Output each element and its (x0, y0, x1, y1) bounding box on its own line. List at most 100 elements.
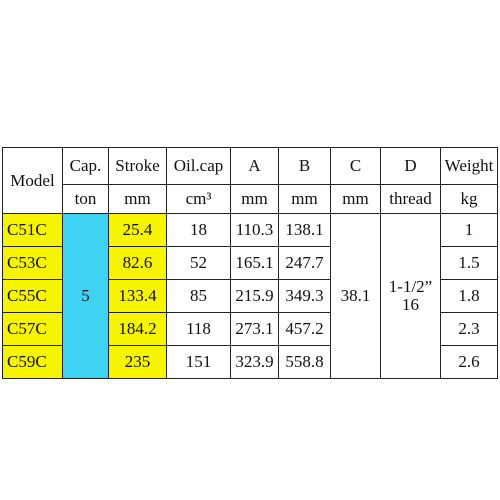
cell-text: ton (74, 189, 97, 208)
cell-text: Oil.cap (173, 156, 224, 175)
b-cell: 349.3 (278, 279, 331, 313)
cell-text: 25.4 (122, 220, 153, 239)
cell-text: 184.2 (118, 319, 157, 338)
cell-text: 165.1 (235, 253, 274, 272)
oil-cell: 118 (166, 312, 231, 346)
cell-text: 247.7 (285, 253, 324, 272)
cell-text: 1.5 (458, 253, 480, 272)
header-cell: D (380, 147, 441, 185)
cell-text: 457.2 (285, 319, 324, 338)
table-row: C53C 82.6 52 165.1 247.7 1.5 (2, 246, 498, 280)
table-row: C59C 235 151 323.9 558.8 2.6 (2, 345, 498, 379)
stroke-cell: 133.4 (108, 279, 167, 313)
cell-text: thread (389, 189, 432, 208)
oil-cell: 18 (166, 213, 231, 247)
cell-text: 558.8 (285, 352, 324, 371)
table-row: C55C 133.4 85 215.9 349.3 1.8 (2, 279, 498, 313)
cell-text: 323.9 (235, 352, 274, 371)
header-cell: Weight (440, 147, 498, 185)
table-row: C51C 5 25.4 18 110.3 138.1 38.1 1-1/2” 16 1 (2, 213, 498, 379)
stroke-cell: 184.2 (108, 312, 167, 346)
cell-text: mm (291, 189, 318, 208)
weight-cell: 2.3 (440, 312, 498, 346)
a-cell: 323.9 (230, 345, 279, 379)
table-row: C57C 184.2 118 273.1 457.2 2.3 (2, 312, 498, 346)
capacity-cell: 5 (62, 213, 109, 379)
stroke-cell: 82.6 (108, 246, 167, 280)
unit-cell: mm (330, 184, 381, 214)
cell-text: C51C (7, 220, 47, 239)
stroke-cell: 25.4 (108, 213, 167, 247)
cell-text: mm (342, 189, 369, 208)
cell-text: 273.1 (235, 319, 274, 338)
model-cell: C55C (2, 279, 63, 313)
cell-text: Weight (444, 156, 494, 175)
header-cell: A (230, 147, 279, 185)
cell-text: 151 (185, 352, 212, 371)
cell-text: 2.6 (458, 352, 480, 371)
cell-text: mm (241, 189, 268, 208)
oil-cell: 85 (166, 279, 231, 313)
model-cell: C51C (2, 213, 63, 247)
unit-cell: thread (380, 184, 441, 214)
unit-cell: cm³ (166, 184, 231, 214)
cell-text: C (349, 156, 362, 175)
stroke-cell: 235 (108, 345, 167, 379)
table-row: ton mm cm³ mm mm mm thread kg (3, 184, 498, 214)
unit-cell: mm (108, 184, 167, 214)
cell-text: Cap. (69, 156, 102, 175)
a-cell: 110.3 (230, 213, 279, 247)
cell-text: 18 (190, 220, 207, 239)
cell-text: 1.8 (458, 286, 480, 305)
weight-cell: 2.6 (440, 345, 498, 379)
b-cell: 138.1 (278, 213, 331, 247)
header-cell: B (278, 147, 331, 185)
cell-text: 133.4 (118, 286, 157, 305)
cell-text: B (298, 156, 311, 175)
header-cell: Cap. (62, 147, 109, 185)
header-cell: Oil.cap (166, 147, 231, 185)
header-cell: Stroke (108, 147, 167, 185)
header-cell: C (330, 147, 381, 185)
cell-text: kg (460, 189, 478, 208)
cell-text: 85 (190, 286, 207, 305)
cell-text: cm³ (185, 189, 212, 208)
cell-text: 215.9 (235, 286, 274, 305)
b-cell: 558.8 (278, 345, 331, 379)
cell-text: C59C (7, 352, 47, 371)
weight-cell: 1.5 (440, 246, 498, 280)
unit-cell: mm (278, 184, 331, 214)
b-cell: 247.7 (278, 246, 331, 280)
model-cell: C57C (2, 312, 63, 346)
cell-text: 118 (186, 319, 211, 338)
a-cell: 215.9 (230, 279, 279, 313)
cell-text: 1 (464, 220, 474, 239)
cell-text: 16 (402, 295, 419, 314)
oil-cell: 52 (166, 246, 231, 280)
cell-text: Stroke (115, 156, 160, 175)
model-cell: C53C (2, 246, 63, 280)
c-cell: 38.1 (330, 213, 381, 379)
a-cell: 165.1 (230, 246, 279, 280)
cell-text: 349.3 (285, 286, 324, 305)
cell-text: 138.1 (285, 220, 324, 239)
a-cell: 273.1 (230, 312, 279, 346)
cell-text: C57C (7, 319, 47, 338)
thread-cell: 1-1/2” 16 (380, 213, 441, 379)
header-cell: Model (2, 147, 63, 214)
cell-text: 52 (190, 253, 207, 272)
cell-text: D (404, 156, 417, 175)
cell-text: 2.3 (458, 319, 480, 338)
spec-table: Model Cap. Stroke Oil.cap A B C D Weight ton mm cm³… (2, 147, 498, 379)
cell-text: 38.1 (340, 286, 371, 305)
cell-text: 235 (124, 352, 151, 371)
cell-text: 110.3 (235, 220, 274, 239)
cell-text: 1-1/2” (388, 277, 433, 296)
model-cell: C59C (2, 345, 63, 379)
weight-cell: 1.8 (440, 279, 498, 313)
spec-table-wrap: Model Cap. Stroke Oil.cap A B C D Weight ton mm cm³… (2, 147, 498, 379)
weight-cell: 1 (440, 213, 498, 247)
oil-cell: 151 (166, 345, 231, 379)
cell-text: C53C (7, 253, 47, 272)
